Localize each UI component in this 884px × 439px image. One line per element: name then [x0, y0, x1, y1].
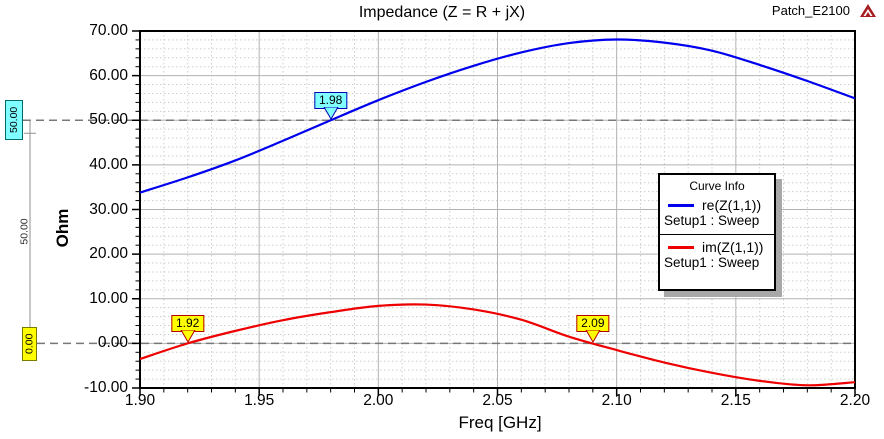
project-name: Patch_E2100 [771, 3, 850, 18]
legend-entry-re[interactable]: re(Z(1,1)) Setup1 : Sweep [660, 193, 774, 228]
x-tick-label: 2.15 [720, 392, 751, 409]
x-tick-label: 2.05 [482, 392, 513, 409]
ref-line-0-tag[interactable]: 0.00 [22, 327, 37, 361]
legend-series-sub: Setup1 : Sweep [664, 213, 760, 228]
x-tick-label: 1.90 [124, 392, 156, 409]
y-tick-label: 70.00 [89, 22, 128, 39]
ansoft-logo-icon [860, 4, 876, 23]
y-tick-label: 0.00 [97, 334, 128, 352]
legend-entry-im[interactable]: im(Z(1,1)) Setup1 : Sweep [660, 235, 774, 270]
y-tick-label: 30.00 [89, 200, 128, 218]
legend-title: Curve Info [689, 179, 745, 193]
legend-series-name: im(Z(1,1)) [702, 239, 764, 255]
y-tick-label: 20.00 [89, 245, 128, 263]
legend-series-sub: Setup1 : Sweep [664, 255, 760, 270]
x-tick-label: 2.20 [839, 392, 871, 409]
x-axis-title: Freq [GHz] [458, 413, 542, 432]
ref-delta-label: 50.00 [18, 218, 31, 245]
y-tick-label: 10.00 [89, 289, 128, 307]
y-tick-label: 40.00 [89, 155, 128, 173]
legend-separator [660, 234, 774, 235]
y-tick-label: 60.00 [89, 66, 128, 84]
y-tick-label: -10.00 [84, 379, 128, 396]
ref-line-50-tag[interactable]: 50.00 [5, 100, 23, 140]
legend-curve-info[interactable]: Curve Info re(Z(1,1)) Setup1 : Sweep im(… [658, 173, 776, 291]
legend-line-sample-im [668, 245, 694, 249]
x-tick-label: 2.10 [601, 392, 632, 409]
curve-re[interactable] [139, 38, 856, 194]
x-tick-label: 1.95 [244, 392, 275, 409]
curve-im[interactable] [139, 303, 856, 387]
legend-series-name: re(Z(1,1)) [702, 197, 762, 213]
legend-line-sample-re [668, 203, 694, 207]
x-tick-label: 2.00 [363, 392, 394, 409]
y-tick-label: 50.00 [89, 111, 128, 129]
chart-title: Impedance (Z = R + jX) [358, 4, 526, 21]
